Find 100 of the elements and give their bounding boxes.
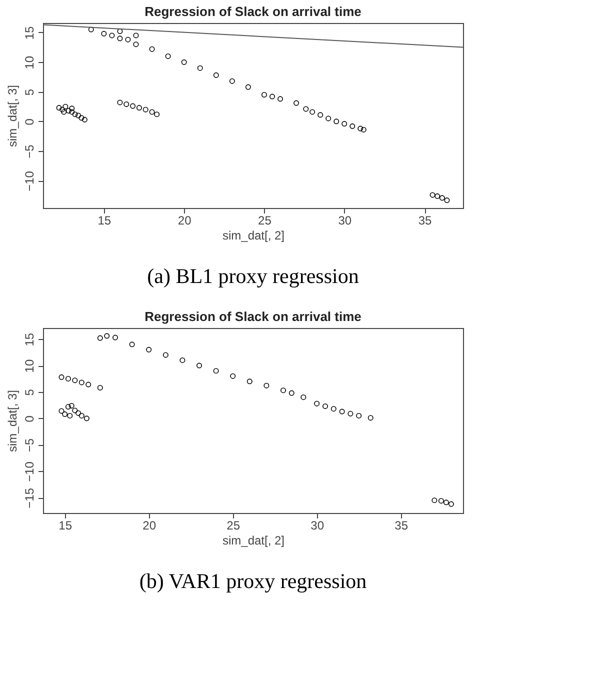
- point: [146, 346, 152, 352]
- y-axis-title: sim_dat[, 3]: [6, 390, 20, 452]
- point: [109, 32, 115, 38]
- point: [97, 335, 103, 341]
- point: [129, 342, 135, 348]
- point: [434, 193, 440, 199]
- y-tick-label: 10: [22, 56, 36, 70]
- y-tick-label: −5: [22, 144, 36, 158]
- y-tick-label: 0: [22, 118, 36, 126]
- y-tick-label: 10: [22, 359, 36, 373]
- point: [97, 384, 103, 390]
- point: [58, 374, 64, 380]
- point: [56, 105, 62, 111]
- point: [229, 78, 235, 84]
- point: [76, 410, 82, 416]
- point: [360, 126, 366, 132]
- point: [356, 413, 362, 418]
- point: [342, 121, 348, 127]
- point: [136, 105, 142, 111]
- point: [350, 123, 356, 129]
- point: [125, 36, 131, 42]
- point: [213, 368, 219, 374]
- y-tick-label: −15: [22, 488, 36, 508]
- x-tick-label: 20: [178, 214, 192, 228]
- point: [314, 400, 320, 406]
- point: [318, 112, 324, 118]
- point: [348, 410, 354, 416]
- y-tick-label: 5: [22, 388, 36, 396]
- y-axis-title: sim_dat[, 3]: [6, 84, 20, 148]
- point: [62, 411, 68, 417]
- point: [322, 403, 328, 409]
- point: [72, 378, 78, 384]
- x-tick-label: 20: [142, 518, 156, 532]
- point: [78, 380, 84, 386]
- x-axis-title: sim_dat[, 2]: [222, 534, 285, 548]
- point: [213, 72, 219, 78]
- x-tick-label: 35: [394, 518, 408, 532]
- point: [280, 388, 286, 394]
- y-tick-label: 0: [22, 415, 36, 422]
- x-tick-label: 30: [310, 518, 324, 532]
- chart-title: Regression of Slack on arrival time: [144, 4, 362, 19]
- point: [88, 26, 94, 32]
- x-axis-title: sim_dat[, 2]: [222, 228, 285, 242]
- chart-title: Regression of Slack on arrival time: [144, 309, 362, 324]
- point: [69, 109, 75, 115]
- point: [230, 373, 236, 379]
- text: (b) VAR1 proxy regression: [139, 569, 368, 593]
- point: [261, 92, 267, 98]
- point: [443, 500, 449, 506]
- point: [196, 362, 202, 368]
- point: [294, 100, 300, 106]
- point: [76, 112, 82, 118]
- point: [84, 416, 90, 422]
- point: [448, 501, 454, 507]
- y-tick-label: −10: [22, 461, 36, 482]
- point: [181, 59, 187, 65]
- point: [288, 390, 294, 396]
- point: [264, 382, 270, 388]
- point: [330, 406, 336, 412]
- y-tick-label: −10: [22, 170, 36, 192]
- point: [269, 94, 275, 100]
- point: [65, 376, 71, 382]
- point: [278, 96, 283, 102]
- point: [72, 112, 78, 118]
- point: [66, 108, 72, 114]
- point: [117, 36, 123, 42]
- point: [58, 408, 64, 414]
- point: [339, 408, 345, 414]
- point: [142, 106, 148, 112]
- point: [439, 195, 445, 201]
- point: [59, 106, 65, 112]
- point: [303, 106, 309, 112]
- x-tick-label: 15: [98, 214, 112, 228]
- text: (a) BL1 proxy regression: [147, 264, 360, 288]
- y-tick-label: 5: [22, 88, 36, 96]
- point: [133, 42, 139, 48]
- x-tick-label: 25: [226, 518, 240, 532]
- point: [245, 84, 251, 90]
- point: [326, 116, 332, 122]
- point: [69, 106, 75, 112]
- point: [368, 415, 374, 421]
- point: [82, 116, 88, 122]
- point: [61, 109, 67, 115]
- point: [117, 28, 123, 34]
- point: [300, 394, 306, 400]
- point: [78, 115, 84, 121]
- x-tick-label: 35: [418, 214, 432, 228]
- point: [101, 30, 107, 36]
- point: [67, 413, 73, 418]
- point: [444, 198, 450, 204]
- x-tick-label: 30: [338, 214, 352, 228]
- point: [162, 352, 168, 358]
- point: [65, 404, 71, 410]
- point: [133, 32, 139, 38]
- point: [112, 334, 118, 340]
- point: [310, 109, 316, 115]
- point: [149, 109, 155, 115]
- point: [246, 378, 252, 384]
- y-tick-label: 15: [22, 332, 36, 346]
- point: [165, 53, 171, 59]
